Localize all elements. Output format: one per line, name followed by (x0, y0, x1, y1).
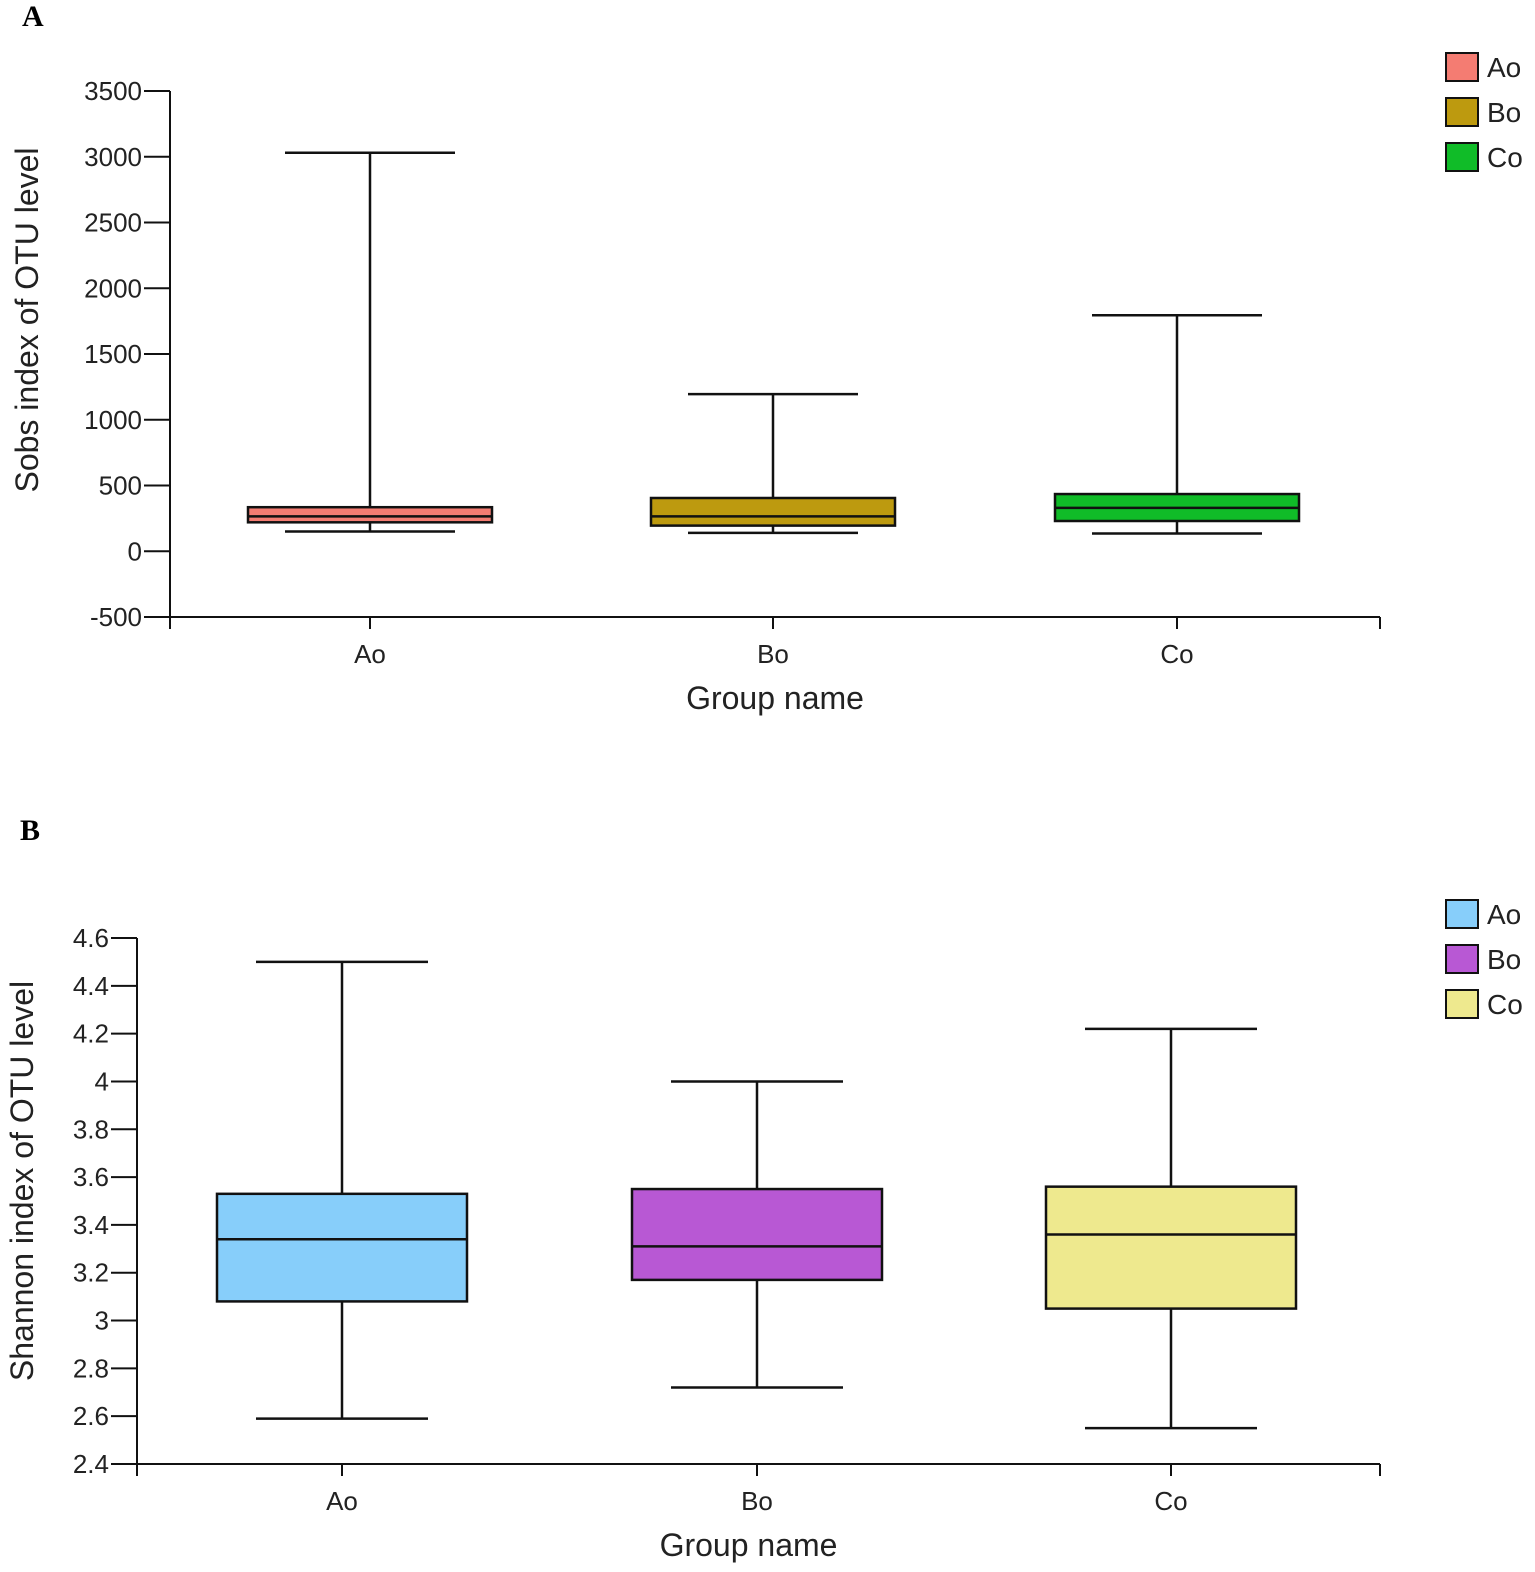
legend-swatch-co (1445, 989, 1479, 1019)
x-tick-label: Bo (741, 1486, 773, 1516)
y-tick-label: 3.6 (73, 1162, 109, 1192)
legend-swatch-bo (1445, 97, 1479, 127)
y-axis-title: Sobs index of OTU level (9, 147, 45, 492)
y-tick-label: 2.4 (73, 1449, 109, 1479)
y-tick-label: 2000 (84, 273, 142, 303)
legend-label-bo: Bo (1487, 97, 1521, 128)
y-tick-label: 1500 (84, 339, 142, 369)
y-tick-label: 3.2 (73, 1258, 109, 1288)
y-tick-label: 4.6 (73, 923, 109, 953)
x-tick-label: Co (1160, 639, 1193, 669)
legend-label-co: Co (1487, 989, 1523, 1020)
y-tick-label: 4 (95, 1066, 109, 1096)
y-tick-label: -500 (90, 602, 142, 632)
y-tick-label: 3 (95, 1306, 109, 1336)
y-tick-label: 500 (99, 471, 142, 501)
legend-swatch-ao (1445, 52, 1479, 82)
legend-label-bo: Bo (1487, 944, 1521, 975)
panel-label-a: A (22, 0, 44, 33)
panel-label-b: B (20, 814, 41, 847)
legend-swatch-bo (1445, 944, 1479, 974)
y-tick-label: 3500 (84, 76, 142, 106)
x-axis-title: Group name (686, 680, 864, 716)
y-axis-title: Shannon index of OTU level (4, 981, 40, 1381)
y-tick-label: 3.4 (73, 1210, 109, 1240)
y-tick-label: 4.4 (73, 971, 109, 1001)
x-tick-label: Co (1154, 1486, 1187, 1516)
box-co-iqr (1044, 1185, 1298, 1310)
y-tick-label: 3.8 (73, 1114, 109, 1144)
legend-swatch-ao (1445, 899, 1479, 929)
box-ao-iqr (246, 505, 494, 524)
legend-swatch-co (1445, 142, 1479, 172)
box-bo-iqr (630, 1187, 884, 1282)
y-tick-label: 1000 (84, 405, 142, 435)
legend-label-co: Co (1487, 142, 1523, 173)
box-ao-iqr (215, 1192, 469, 1303)
y-tick-label: 2.6 (73, 1401, 109, 1431)
x-tick-label: Bo (757, 639, 789, 669)
box-bo-iqr (649, 496, 897, 527)
y-tick-label: 2500 (84, 208, 142, 238)
x-tick-label: Ao (326, 1486, 358, 1516)
y-tick-label: 0 (128, 536, 142, 566)
x-tick-label: Ao (354, 639, 386, 669)
legend-label-ao: Ao (1487, 52, 1521, 83)
chart-b-shannon: 4.6 4.4 4.2 4 3.8 3.6 3.4 3.2 3 2.8 2.6 2.4 Ao Bo Co Gr… (4, 899, 1523, 1563)
legend-label-ao: Ao (1487, 899, 1521, 930)
y-tick-label: 4.2 (73, 1019, 109, 1049)
chart-a-sobs: 3500 3000 2500 2000 1500 1000 500 0 -500 Ao Bo Co Gr… (9, 52, 1523, 716)
x-axis-title: Group name (660, 1527, 838, 1563)
y-tick-label: 2.8 (73, 1353, 109, 1383)
y-tick-label: 3000 (84, 142, 142, 172)
